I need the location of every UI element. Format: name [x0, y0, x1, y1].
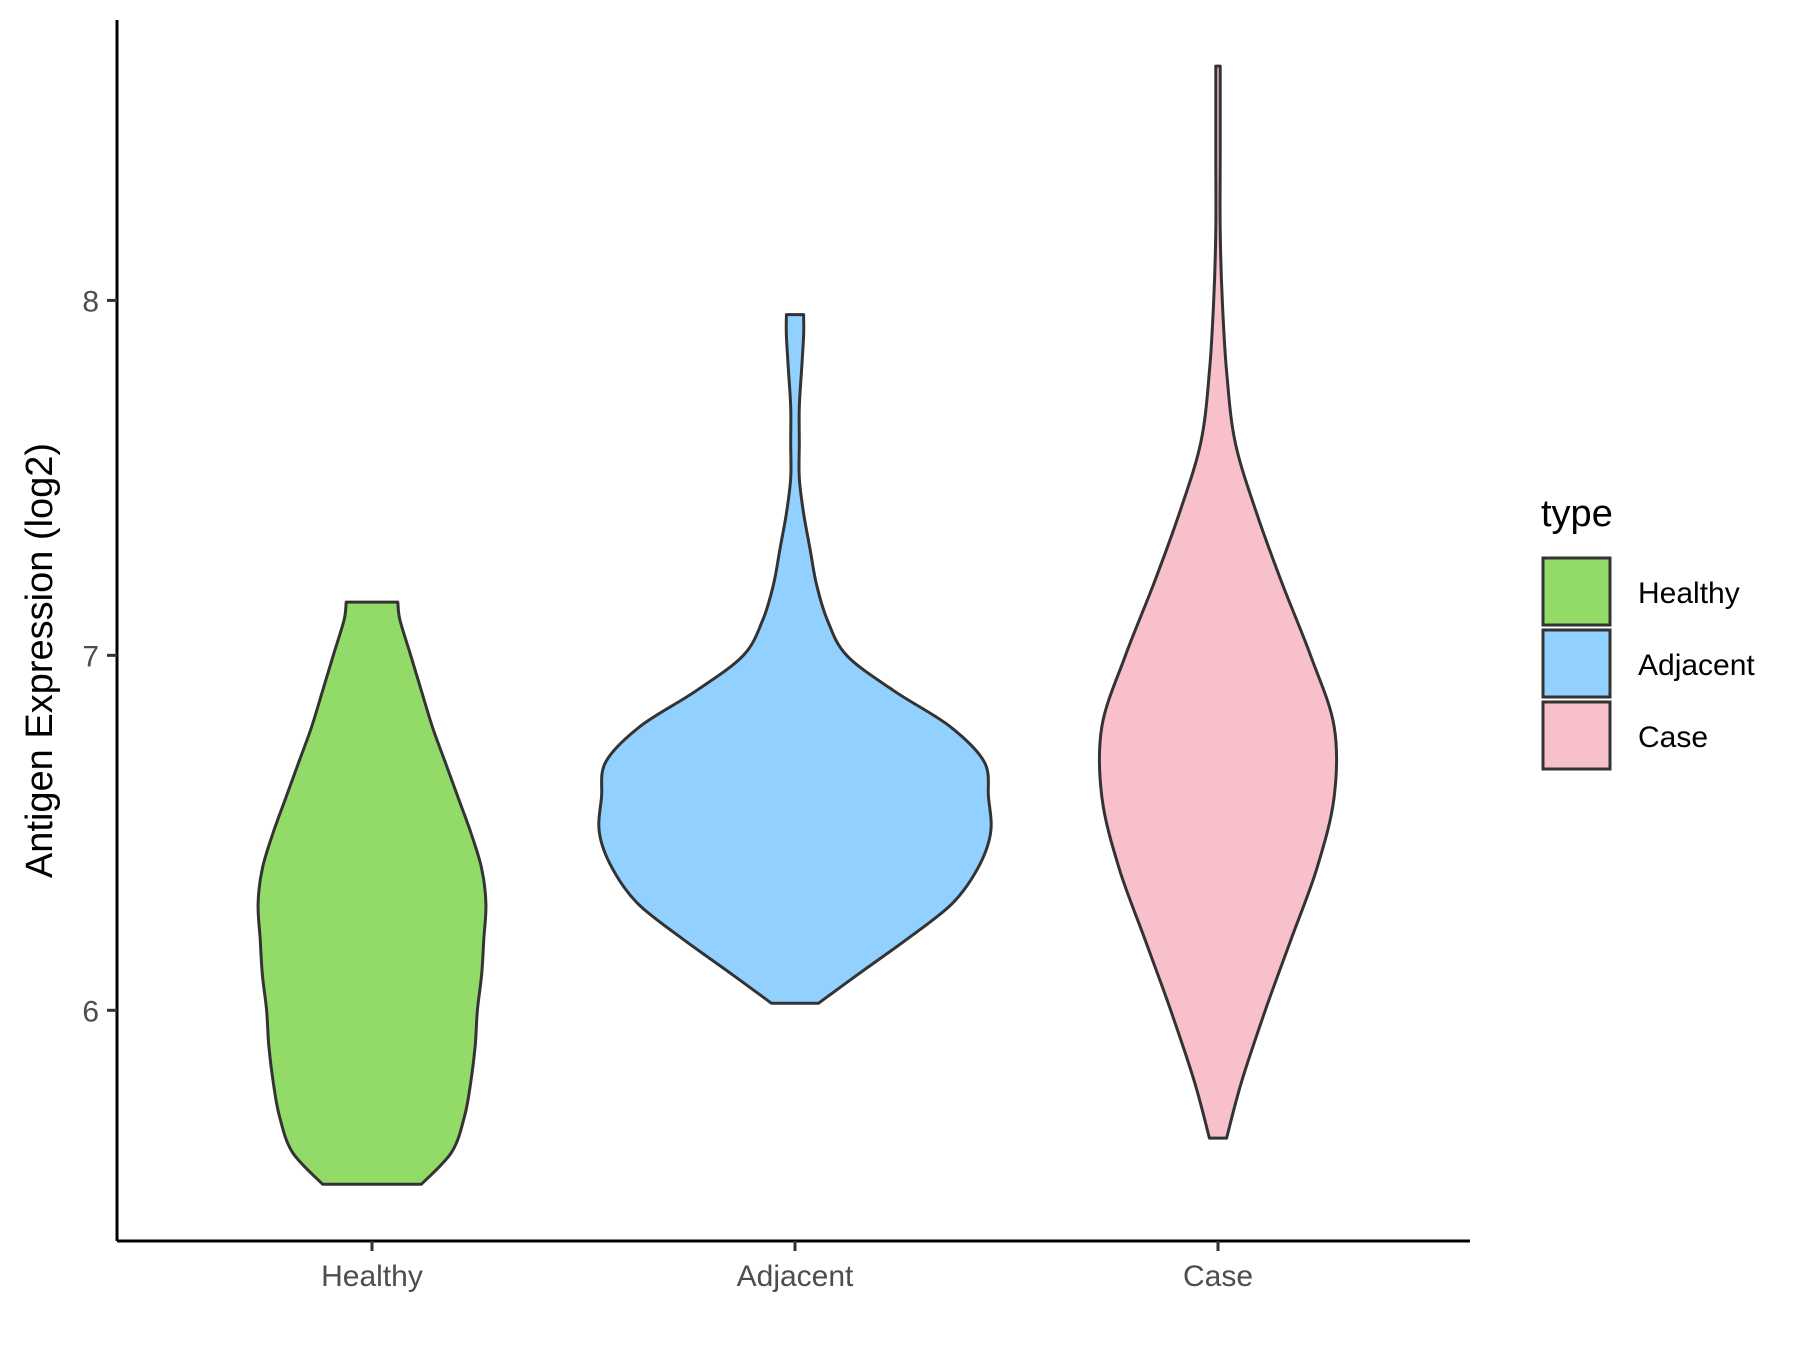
- legend-items: Healthy Adjacent Case: [1541, 556, 1755, 771]
- y-tick-label: 8: [82, 285, 99, 318]
- violin-case: [1097, 64, 1339, 1140]
- x-tick-label: Healthy: [321, 1260, 423, 1293]
- legend-key-case: [1541, 700, 1612, 771]
- legend-title: type: [1541, 493, 1613, 535]
- legend-label-case: Case: [1638, 721, 1708, 754]
- y-tick-label: 7: [82, 640, 99, 673]
- violin-adjacent: [597, 313, 993, 1005]
- violin-healthy: [256, 600, 488, 1186]
- x-tick-label: Adjacent: [737, 1260, 854, 1293]
- legend: type Healthy Adjacent Case: [1541, 493, 1755, 771]
- legend-label-healthy: Healthy: [1638, 577, 1740, 610]
- x-tick-label: Case: [1183, 1260, 1253, 1293]
- legend-label-adjacent: Adjacent: [1638, 649, 1755, 682]
- violins-group: [256, 64, 1339, 1186]
- legend-key-adjacent: [1541, 628, 1612, 699]
- legend-key-healthy: [1541, 556, 1612, 627]
- x-ticks-group: Healthy Adjacent Case: [321, 1241, 1253, 1293]
- y-tick-label: 6: [82, 995, 99, 1028]
- y-axis-title: Antigen Expression (log2): [19, 443, 61, 878]
- y-ticks-group: 6 7 8: [82, 285, 117, 1028]
